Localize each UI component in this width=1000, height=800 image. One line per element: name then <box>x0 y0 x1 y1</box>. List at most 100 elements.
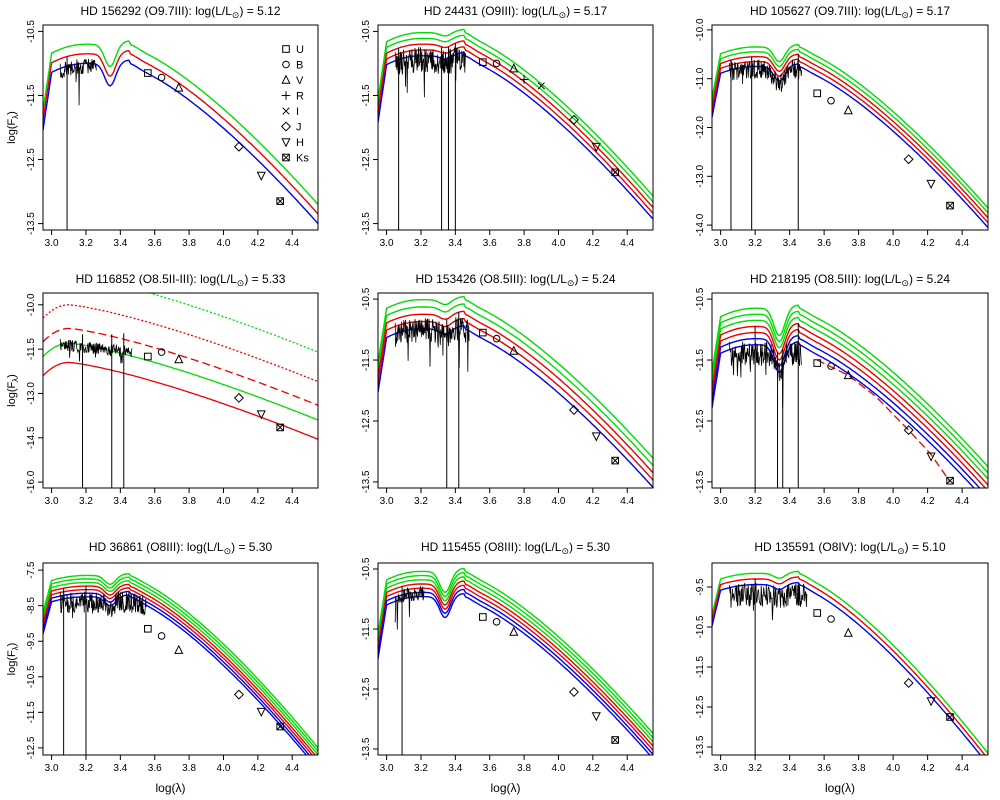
x-tick-label: 3.4 <box>783 763 797 774</box>
x-tick-label: 4.4 <box>955 238 969 249</box>
x-tick-label: 3.8 <box>182 763 196 774</box>
x-tick-label: 3.2 <box>79 763 93 774</box>
y-tick-label: -11.0 <box>695 67 706 89</box>
y-tick-label: -10.5 <box>361 20 372 43</box>
y-tick-label: -10.5 <box>26 20 37 43</box>
photometry-ks-cross <box>276 197 284 205</box>
y-tick-label: -13.5 <box>26 212 37 235</box>
model-curve <box>43 594 308 755</box>
photometry-h <box>926 452 936 462</box>
model-curve <box>378 592 651 755</box>
model-curve <box>712 576 986 755</box>
model-curve <box>43 580 318 755</box>
model-curve <box>712 322 988 487</box>
panel-hd-116852: 3.0 3.2 3.4 3.6 3.8 4.0 4.2 4.4 -10.0 -11.5 -13.0 -… <box>6 272 319 507</box>
x-tick-label: 3.6 <box>483 238 497 249</box>
x-tick-label: 3.6 <box>817 238 831 249</box>
x-tick-label: 4.2 <box>586 763 600 774</box>
x-tick-label: 4.0 <box>886 238 900 249</box>
photometry-b <box>827 615 835 623</box>
plot-frame <box>42 24 319 231</box>
photometry-u <box>479 58 487 66</box>
photometry-ks-cross <box>611 456 619 465</box>
y-tick-label: -12.5 <box>26 148 37 171</box>
x-tick-label: 3.4 <box>448 496 462 507</box>
x-tick-label: 3.8 <box>182 496 196 507</box>
photometry-ks-cross <box>611 168 619 176</box>
photometry-u <box>813 89 822 98</box>
panel-title: HD 218195 (O8.5III): log(L/L⊙) = 5.24 <box>750 272 950 288</box>
x-tick-label: 3.2 <box>748 496 762 507</box>
title-value: ) = 5.17 <box>909 4 950 18</box>
legend-marker-j <box>280 121 292 132</box>
y-tick-label: -12.5 <box>26 736 37 759</box>
model-curve <box>378 51 653 221</box>
x-tick-label: 3.4 <box>448 763 462 774</box>
model-curve <box>712 48 988 214</box>
y-tick-label: -10.5 <box>361 557 372 580</box>
model-curve <box>712 570 988 755</box>
x-tick-label: 3.6 <box>483 763 497 774</box>
photometry-j <box>568 404 579 416</box>
x-tick-label: 3.2 <box>79 496 93 507</box>
plot-area <box>43 40 318 230</box>
model-curve <box>43 572 318 750</box>
y-tick-label: -10.5 <box>361 287 372 310</box>
plot-frame <box>711 562 989 756</box>
photometry-ks <box>611 168 619 177</box>
y-label-sub: λ <box>11 378 20 382</box>
observed-spectrum <box>59 338 133 364</box>
x-axis-label: log(λ) <box>825 781 855 795</box>
plot-frame <box>377 24 654 231</box>
photometry-v <box>509 345 519 355</box>
legend-label: J <box>296 122 302 134</box>
photometry-h <box>256 707 266 718</box>
title-sun-subscript: ⊙ <box>567 278 575 288</box>
photometry-b <box>492 618 501 626</box>
panel-hd-36861: 3.0 3.2 3.4 3.6 3.8 4.0 4.2 4.4 -7.5 -8.5 -9.5 -10.… <box>6 540 319 795</box>
x-tick-label: 3.4 <box>783 238 797 249</box>
plot-area <box>43 572 318 755</box>
y-label-main: log(F <box>6 119 18 144</box>
y-tick-label: -11.5 <box>361 349 372 371</box>
x-axis-label: log(λ) <box>490 781 520 795</box>
photometry-v <box>509 63 519 73</box>
model-curve <box>43 576 318 753</box>
legend-marker-b <box>282 60 290 69</box>
photometry-ks <box>276 197 284 205</box>
panel-hd-156292: 3.0 3.2 3.4 3.6 3.8 4.0 4.2 4.4 -10.5 -11.5 -12.5 -… <box>6 4 319 249</box>
y-tick-label: -10.0 <box>695 18 706 41</box>
model-curve <box>43 587 313 755</box>
title-star: HD 24431 (O9III): log(L/L <box>424 4 559 18</box>
model-curve <box>43 590 311 755</box>
photometry-i <box>537 82 545 90</box>
model-curve <box>378 28 653 198</box>
x-tick-label: 4.4 <box>620 763 634 774</box>
y-tick-label: -12.5 <box>695 409 706 432</box>
x-tick-label: 4.2 <box>251 496 265 507</box>
photometry-j <box>903 677 914 689</box>
title-value: ) = 5.30 <box>569 540 610 554</box>
y-tick-label: -16.0 <box>26 470 37 493</box>
model-curve <box>378 584 653 752</box>
y-tick-label: -7.5 <box>26 561 37 579</box>
x-tick-label: 3.2 <box>79 238 93 249</box>
x-tick-label: 4.2 <box>251 763 265 774</box>
photometry-u <box>813 609 822 617</box>
plot-area <box>712 304 988 488</box>
photometry-ks <box>946 713 954 721</box>
legend-label: B <box>296 60 303 72</box>
y-tick-label: -12.5 <box>361 148 372 171</box>
model-curve <box>378 40 653 209</box>
photometry-v <box>509 626 519 636</box>
title-star: HD 218195 (O8.5III): log(L/L <box>750 272 902 286</box>
x-tick-label: 4.4 <box>955 496 969 507</box>
x-tick-label: 3.6 <box>148 238 162 249</box>
plot-area <box>378 28 653 230</box>
model-curve <box>378 310 653 474</box>
y-tick-label: -13.5 <box>361 212 372 235</box>
photometry-ks-cross <box>611 736 619 744</box>
plot-frame <box>711 24 989 231</box>
